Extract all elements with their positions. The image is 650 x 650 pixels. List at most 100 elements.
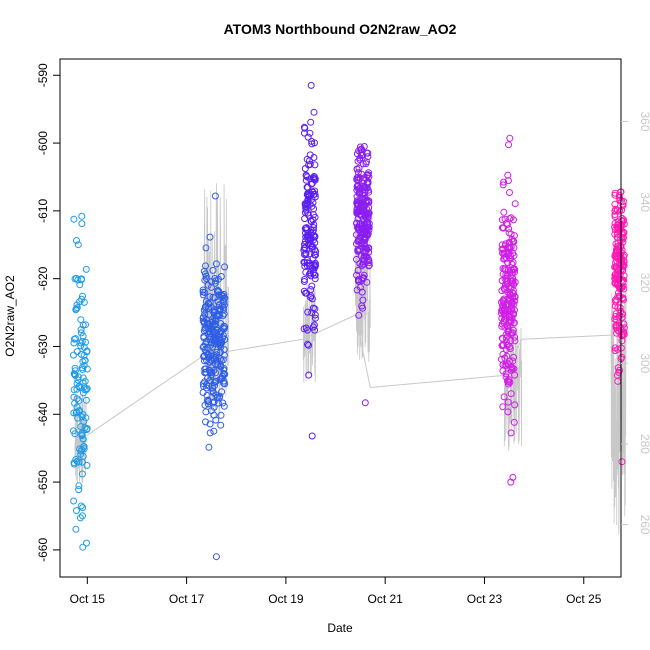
data-point	[498, 216, 506, 224]
data-point	[304, 308, 312, 316]
data-point	[502, 334, 510, 342]
data-point	[206, 420, 214, 428]
data-point	[79, 504, 87, 512]
data-point	[511, 293, 519, 301]
data-point	[503, 341, 511, 349]
data-point	[362, 160, 370, 168]
data-point	[210, 379, 218, 387]
data-point	[509, 329, 517, 337]
data-point	[510, 353, 518, 361]
data-point	[75, 397, 83, 405]
x-axis-label: Date	[327, 621, 353, 635]
data-point	[213, 327, 221, 334]
data-point	[509, 277, 517, 285]
data-point	[510, 319, 518, 327]
data-point	[611, 200, 619, 208]
data-point	[311, 262, 319, 270]
data-point	[504, 377, 511, 385]
data-point	[508, 301, 515, 309]
data-point	[306, 129, 314, 137]
data-point	[355, 147, 363, 155]
data-point	[498, 241, 506, 249]
y-tick-label-1: -600	[36, 131, 50, 155]
data-point	[613, 281, 621, 289]
x-tick-label-4: Oct 23	[467, 592, 503, 606]
data-point	[218, 388, 226, 396]
data-point	[354, 267, 362, 274]
data-point	[212, 260, 220, 268]
data-point	[499, 361, 507, 369]
data-point	[506, 215, 514, 223]
data-point	[71, 275, 79, 283]
data-point	[204, 396, 212, 404]
data-point	[206, 429, 214, 437]
data-point	[507, 390, 515, 398]
data-point	[307, 226, 315, 234]
data-point	[618, 255, 626, 263]
data-point	[506, 189, 513, 196]
data-point	[77, 502, 85, 510]
data-point	[210, 403, 218, 411]
data-point	[309, 216, 317, 224]
data-point	[211, 192, 219, 200]
data-point	[221, 380, 229, 388]
data-point	[303, 262, 311, 270]
data-point	[499, 342, 507, 350]
data-point	[219, 324, 227, 332]
data-point	[209, 389, 217, 397]
data-point	[212, 277, 219, 285]
data-point	[508, 260, 516, 268]
data-point	[220, 402, 228, 410]
data-point	[213, 393, 221, 401]
data-point	[508, 363, 515, 371]
data-point	[212, 369, 219, 377]
data-point	[201, 270, 209, 278]
data-point	[70, 459, 78, 467]
data-point	[72, 306, 80, 314]
data-point	[311, 139, 318, 147]
data-point	[507, 214, 515, 222]
data-point	[311, 175, 319, 183]
data-point	[74, 373, 82, 381]
data-point	[619, 231, 627, 239]
data-point	[306, 157, 313, 165]
data-point	[79, 332, 87, 340]
data-point	[78, 432, 86, 440]
data-point	[212, 336, 220, 344]
data-point	[70, 409, 78, 417]
data-point	[73, 237, 80, 244]
data-point	[201, 401, 209, 409]
y2-tick-label-4: 340	[638, 192, 650, 212]
data-point	[618, 235, 626, 243]
data-point	[511, 401, 519, 409]
data-point	[502, 274, 510, 282]
data-point	[508, 364, 516, 372]
data-point	[361, 234, 369, 242]
data-point	[511, 337, 519, 345]
data-point	[612, 310, 620, 318]
data-point	[217, 421, 225, 429]
data-point	[212, 377, 220, 385]
data-point	[308, 282, 316, 290]
data-point	[81, 356, 89, 364]
data-point	[76, 514, 84, 522]
y-tick-label-2: -610	[36, 199, 50, 223]
y-tick-label-6: -650	[36, 470, 50, 494]
data-point	[502, 346, 510, 354]
data-point	[217, 273, 225, 280]
trace-segment-3	[355, 202, 371, 362]
data-point	[73, 507, 80, 515]
data-point	[209, 266, 217, 274]
data-point	[302, 171, 310, 179]
data-point	[74, 414, 82, 422]
y-tick-label-5: -640	[36, 402, 50, 426]
data-point	[202, 244, 210, 252]
data-point	[510, 418, 518, 426]
data-point	[70, 215, 78, 223]
point-cluster-1	[199, 192, 229, 561]
data-point	[507, 230, 515, 238]
data-point	[612, 272, 620, 280]
data-point	[79, 411, 87, 419]
data-point	[358, 170, 366, 178]
